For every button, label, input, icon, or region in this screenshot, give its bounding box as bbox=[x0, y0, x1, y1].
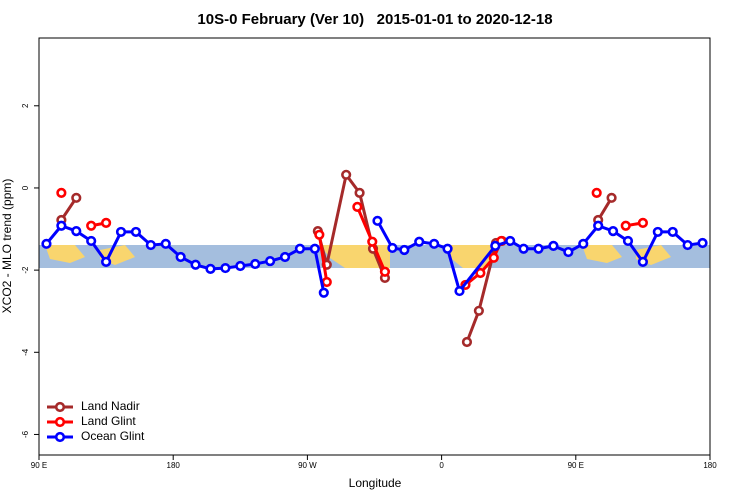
chart-title: 10S-0 February (Ver 10) 2015-01-01 to 20… bbox=[197, 11, 552, 28]
point bbox=[86, 220, 97, 231]
legend-label: Land Nadir bbox=[81, 399, 140, 413]
legend-label: Ocean Glint bbox=[81, 429, 145, 443]
point bbox=[190, 259, 201, 270]
x-tick-label: 90 E bbox=[31, 461, 47, 470]
point bbox=[606, 192, 617, 203]
point bbox=[321, 276, 332, 288]
point bbox=[578, 238, 589, 249]
point bbox=[518, 243, 529, 254]
point bbox=[387, 242, 398, 254]
point bbox=[145, 239, 156, 251]
point bbox=[265, 255, 276, 267]
point bbox=[56, 220, 67, 231]
point bbox=[130, 226, 142, 238]
point bbox=[160, 238, 171, 249]
point bbox=[205, 263, 216, 274]
point bbox=[314, 229, 325, 240]
legend-marker bbox=[54, 431, 66, 443]
series-line bbox=[60, 173, 613, 343]
point bbox=[71, 192, 82, 203]
point bbox=[533, 243, 544, 254]
point bbox=[607, 225, 619, 237]
point bbox=[294, 243, 306, 254]
point bbox=[442, 243, 453, 254]
point bbox=[429, 238, 440, 249]
y-tick-label: -6 bbox=[21, 430, 30, 438]
point bbox=[697, 237, 708, 249]
point bbox=[86, 235, 97, 247]
y-tick-label: -2 bbox=[21, 266, 30, 274]
point bbox=[352, 201, 363, 212]
point bbox=[637, 217, 649, 228]
x-tick-label: 0 bbox=[439, 461, 444, 470]
point bbox=[548, 240, 559, 251]
x-axis-label: Longitude bbox=[349, 476, 402, 490]
point bbox=[100, 217, 112, 228]
y-tick-label: 0 bbox=[21, 185, 30, 190]
point bbox=[667, 226, 678, 238]
point bbox=[414, 236, 425, 247]
point bbox=[637, 256, 649, 268]
point bbox=[379, 266, 391, 277]
x-tick-label: 180 bbox=[167, 461, 181, 470]
point bbox=[100, 256, 112, 268]
legend-label: Land Glint bbox=[81, 414, 136, 428]
y-tick-label: 2 bbox=[21, 103, 30, 108]
point bbox=[620, 220, 631, 231]
point bbox=[71, 225, 82, 237]
x-tick-label: 90 E bbox=[568, 461, 584, 470]
point bbox=[354, 187, 365, 198]
plot-frame bbox=[38, 37, 711, 456]
point bbox=[279, 251, 291, 263]
y-tick-label: -4 bbox=[21, 348, 30, 356]
point bbox=[622, 235, 634, 247]
point bbox=[591, 187, 602, 198]
point bbox=[488, 252, 499, 263]
legend-marker bbox=[54, 401, 66, 413]
point bbox=[652, 226, 663, 238]
legend-marker bbox=[54, 416, 66, 428]
point bbox=[461, 336, 473, 348]
point bbox=[505, 235, 516, 247]
point bbox=[593, 220, 604, 231]
point bbox=[309, 243, 320, 254]
point bbox=[250, 258, 261, 270]
x-tick-label: 90 W bbox=[298, 461, 317, 470]
point bbox=[175, 251, 186, 263]
point bbox=[682, 239, 693, 251]
point bbox=[454, 285, 465, 297]
point bbox=[372, 215, 383, 226]
point bbox=[490, 240, 501, 251]
point bbox=[473, 305, 484, 316]
point bbox=[399, 244, 410, 256]
point bbox=[318, 287, 329, 298]
point bbox=[56, 187, 67, 198]
point bbox=[41, 238, 52, 249]
point bbox=[235, 260, 246, 272]
point bbox=[220, 262, 231, 274]
point bbox=[563, 246, 574, 258]
point bbox=[341, 169, 352, 180]
point bbox=[367, 236, 378, 247]
point bbox=[115, 226, 127, 238]
y-axis-label: XCO2 - MLO trend (ppm) bbox=[0, 179, 14, 314]
x-tick-label: 180 bbox=[703, 461, 717, 470]
point bbox=[475, 267, 486, 279]
